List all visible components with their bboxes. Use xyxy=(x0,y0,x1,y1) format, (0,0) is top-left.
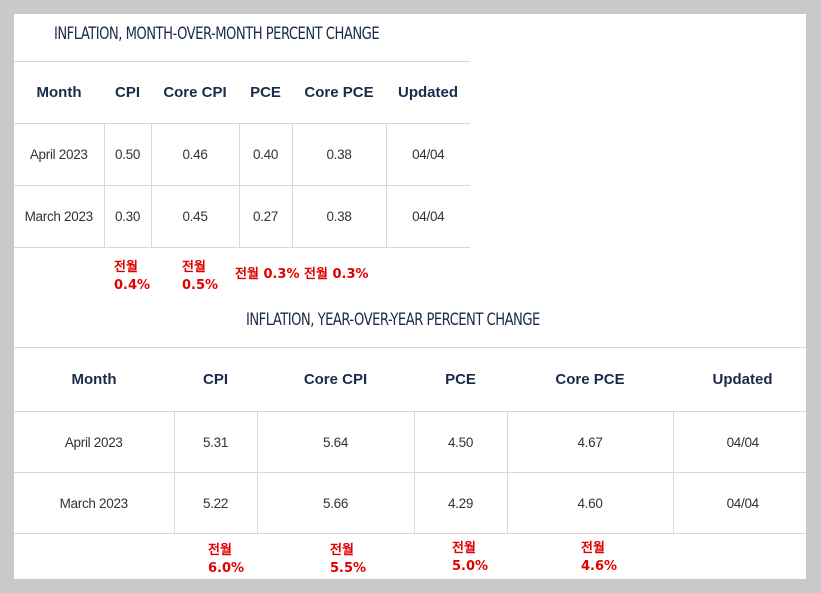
header-core-cpi: Core CPI xyxy=(303,371,368,388)
note-value: 0.4% xyxy=(114,278,151,293)
cell-month: March 2023 xyxy=(59,495,129,511)
header-pce: PCE xyxy=(445,371,476,388)
mom-note-core-cpi: 전월 0.5% xyxy=(182,259,218,295)
table-row: March 2023 0.30 0.45 0.27 0.38 04/04 xyxy=(14,185,470,248)
cell-pce: 0.27 xyxy=(238,185,292,248)
cell-core-cpi: 5.66 xyxy=(256,472,414,534)
cell-month: April 2023 xyxy=(64,434,123,450)
header-updated: Updated xyxy=(398,84,458,101)
note-label: 전월 xyxy=(114,260,138,275)
header-month: Month xyxy=(36,84,82,101)
yoy-inflation-table: Month CPI Core CPI PCE Core PCE Updated … xyxy=(14,347,806,534)
header-core-pce: Core PCE xyxy=(555,371,625,388)
mom-note-cpi: 전월 0.4% xyxy=(114,259,150,295)
note-label: 전월 xyxy=(330,543,354,558)
cell-pce: 0.40 xyxy=(238,123,292,186)
note-value: 0.3% xyxy=(332,267,369,282)
table-row: March 2023 5.22 5.66 4.29 4.60 04/04 xyxy=(14,472,806,534)
mom-inflation-table: Month CPI Core CPI PCE Core PCE Updated … xyxy=(14,61,470,248)
header-cpi: CPI xyxy=(202,371,228,388)
cell-core-cpi: 5.64 xyxy=(256,411,414,473)
header-updated: Updated xyxy=(712,371,773,388)
cell-pce: 4.29 xyxy=(413,472,507,534)
cell-updated: 04/04 xyxy=(385,185,470,248)
note-label: 전월 xyxy=(304,267,333,282)
note-value: 5.5% xyxy=(330,561,367,576)
cell-core-pce: 4.67 xyxy=(506,411,673,473)
cell-cpi: 5.31 xyxy=(173,411,257,473)
header-cpi: CPI xyxy=(114,84,140,101)
cell-core-pce: 0.38 xyxy=(291,123,386,186)
header-core-pce: Core PCE xyxy=(304,84,374,101)
note-value: 4.6% xyxy=(581,559,618,574)
cell-updated: 04/04 xyxy=(672,472,806,534)
note-label: 전월 xyxy=(452,541,476,556)
cell-pce: 4.50 xyxy=(413,411,507,473)
cell-cpi: 0.30 xyxy=(103,185,151,248)
yoy-note-pce: 전월 5.0% xyxy=(452,540,488,576)
table-row: April 2023 5.31 5.64 4.50 4.67 04/04 xyxy=(14,411,806,473)
table-header-row: Month CPI Core CPI PCE Core PCE Updated xyxy=(14,347,806,412)
cell-core-pce: 4.60 xyxy=(506,472,673,534)
note-value: 5.0% xyxy=(452,559,489,574)
yoy-note-cpi: 전월 6.0% xyxy=(208,542,244,578)
document-page: INFLATION, MONTH-OVER-MONTH PERCENT CHAN… xyxy=(14,14,806,579)
yoy-table-title: INFLATION, YEAR-OVER-YEAR PERCENT CHANGE xyxy=(246,310,540,330)
cell-cpi: 0.50 xyxy=(103,123,151,186)
cell-core-cpi: 0.45 xyxy=(150,185,239,248)
note-label: 전월 xyxy=(208,543,232,558)
note-value: 0.5% xyxy=(182,278,219,293)
mom-table-title: INFLATION, MONTH-OVER-MONTH PERCENT CHAN… xyxy=(54,24,380,44)
cell-month: April 2023 xyxy=(29,147,88,162)
yoy-note-core-pce: 전월 4.6% xyxy=(581,540,617,576)
note-label: 전월 xyxy=(581,541,605,556)
yoy-note-core-cpi: 전월 5.5% xyxy=(330,542,366,578)
cell-updated: 04/04 xyxy=(672,411,806,473)
cell-cpi: 5.22 xyxy=(173,472,257,534)
cell-updated: 04/04 xyxy=(385,123,470,186)
header-month: Month xyxy=(71,371,117,388)
cell-month: March 2023 xyxy=(24,209,94,224)
cell-core-pce: 0.38 xyxy=(291,185,386,248)
note-label: 전월 xyxy=(235,267,264,282)
cell-core-cpi: 0.46 xyxy=(150,123,239,186)
mom-note-pce-and-core-pce: 전월 0.3% 전월 0.3% xyxy=(235,266,369,284)
table-row: April 2023 0.50 0.46 0.40 0.38 04/04 xyxy=(14,123,470,186)
note-value: 6.0% xyxy=(208,561,245,576)
header-core-cpi: Core CPI xyxy=(163,84,227,101)
note-value: 0.3% xyxy=(263,267,305,282)
header-pce: PCE xyxy=(250,84,281,101)
table-header-row: Month CPI Core CPI PCE Core PCE Updated xyxy=(14,61,470,124)
note-label: 전월 xyxy=(182,260,206,275)
